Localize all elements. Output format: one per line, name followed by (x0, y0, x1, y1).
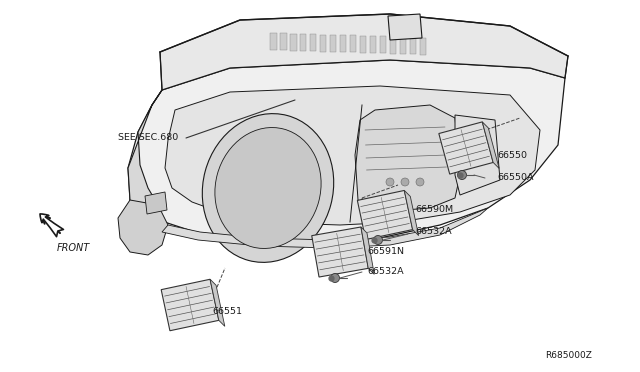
Polygon shape (312, 227, 368, 277)
Polygon shape (145, 192, 167, 214)
Polygon shape (128, 90, 162, 218)
Polygon shape (388, 14, 422, 40)
Polygon shape (162, 208, 488, 248)
Text: SEE SEC.680: SEE SEC.680 (118, 134, 179, 142)
Polygon shape (380, 36, 387, 53)
Text: 66550A: 66550A (497, 173, 534, 183)
Polygon shape (128, 60, 565, 242)
Text: 66591N: 66591N (367, 247, 404, 257)
Polygon shape (439, 122, 493, 174)
Polygon shape (310, 34, 316, 51)
Circle shape (458, 170, 467, 180)
Polygon shape (340, 35, 346, 52)
Polygon shape (210, 279, 225, 326)
Ellipse shape (202, 113, 333, 262)
Polygon shape (483, 122, 499, 169)
Text: FRONT: FRONT (57, 243, 90, 253)
Text: R685000Z: R685000Z (545, 350, 592, 359)
Polygon shape (350, 35, 356, 52)
Text: 66551: 66551 (212, 308, 242, 317)
Polygon shape (300, 34, 307, 51)
Polygon shape (370, 36, 376, 53)
Polygon shape (160, 14, 568, 90)
Text: 66590M: 66590M (415, 205, 453, 215)
Text: 66550: 66550 (497, 151, 527, 160)
Polygon shape (118, 200, 168, 255)
Polygon shape (270, 33, 276, 50)
Polygon shape (161, 279, 219, 331)
Text: 66532A: 66532A (415, 228, 452, 237)
Text: 66532A: 66532A (367, 266, 404, 276)
Polygon shape (280, 33, 287, 50)
Polygon shape (165, 86, 540, 225)
Polygon shape (360, 36, 366, 53)
Polygon shape (290, 33, 296, 51)
Polygon shape (330, 35, 337, 52)
Polygon shape (390, 36, 396, 54)
Ellipse shape (215, 128, 321, 248)
Polygon shape (404, 190, 419, 235)
Polygon shape (420, 38, 426, 55)
Circle shape (330, 273, 339, 282)
Polygon shape (357, 190, 413, 240)
Circle shape (386, 178, 394, 186)
Polygon shape (399, 37, 406, 54)
Circle shape (374, 235, 383, 244)
Circle shape (416, 178, 424, 186)
Polygon shape (320, 35, 326, 51)
Polygon shape (410, 37, 416, 54)
Polygon shape (455, 115, 500, 195)
Polygon shape (361, 227, 374, 274)
Polygon shape (355, 105, 460, 212)
Circle shape (401, 178, 409, 186)
